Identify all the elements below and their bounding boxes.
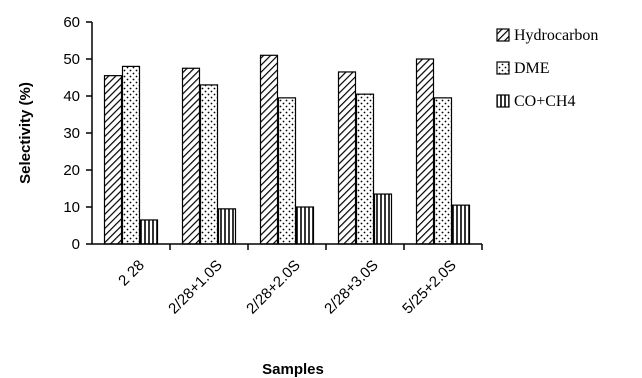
bar-dme bbox=[121, 65, 141, 245]
bar-dme bbox=[355, 93, 375, 245]
x-tick-label: 2 28 bbox=[115, 257, 148, 290]
y-tick-label: 50 bbox=[63, 51, 80, 68]
bar-dme bbox=[277, 97, 297, 245]
legend-swatch-co-ch4 bbox=[496, 94, 510, 108]
bar-co-ch4 bbox=[451, 204, 471, 245]
y-axis-ticks: 0 10 20 30 40 50 60 bbox=[63, 14, 92, 253]
bar-hydrocarbon bbox=[415, 58, 435, 245]
x-tick-label: 5/25+2.0S bbox=[399, 257, 460, 318]
legend: Hydrocarbon DME CO+CH4 bbox=[496, 27, 598, 110]
y-tick-label: 20 bbox=[63, 162, 80, 179]
x-tick-label: 2/28+3.0S bbox=[321, 257, 382, 318]
y-tick-label: 0 bbox=[72, 236, 80, 253]
x-tick-label: 2/28+1.0S bbox=[165, 257, 226, 318]
x-axis-ticks: 2 28 2/28+1.0S 2/28+2.0S 2/28+3.0S 5/25+2.0S bbox=[115, 244, 483, 318]
bar-co-ch4 bbox=[139, 219, 159, 245]
bar-co-ch4 bbox=[295, 206, 315, 245]
legend-swatch-hydrocarbon bbox=[496, 28, 510, 42]
bars-group bbox=[103, 54, 471, 245]
bar-co-ch4 bbox=[373, 193, 393, 245]
y-axis-title: Selectivity (%) bbox=[17, 82, 34, 184]
x-axis-title: Samples bbox=[262, 361, 324, 378]
bar-hydrocarbon bbox=[337, 71, 357, 245]
bar-co-ch4 bbox=[217, 208, 237, 245]
y-tick-label: 60 bbox=[63, 14, 80, 31]
bar-dme bbox=[433, 97, 453, 245]
y-tick-label: 40 bbox=[63, 88, 80, 105]
bar-dme bbox=[199, 84, 219, 245]
bar-hydrocarbon bbox=[259, 54, 279, 245]
bar-hydrocarbon bbox=[181, 67, 201, 245]
y-tick-label: 10 bbox=[63, 199, 80, 216]
bar-hydrocarbon bbox=[103, 75, 123, 245]
x-tick-label: 2/28+2.0S bbox=[243, 257, 304, 318]
legend-label-hydrocarbon: Hydrocarbon bbox=[514, 27, 598, 44]
y-tick-label: 30 bbox=[63, 125, 80, 142]
legend-swatch-dme bbox=[496, 61, 510, 75]
legend-label-co-ch4: CO+CH4 bbox=[514, 93, 575, 110]
legend-label-dme: DME bbox=[514, 60, 550, 77]
